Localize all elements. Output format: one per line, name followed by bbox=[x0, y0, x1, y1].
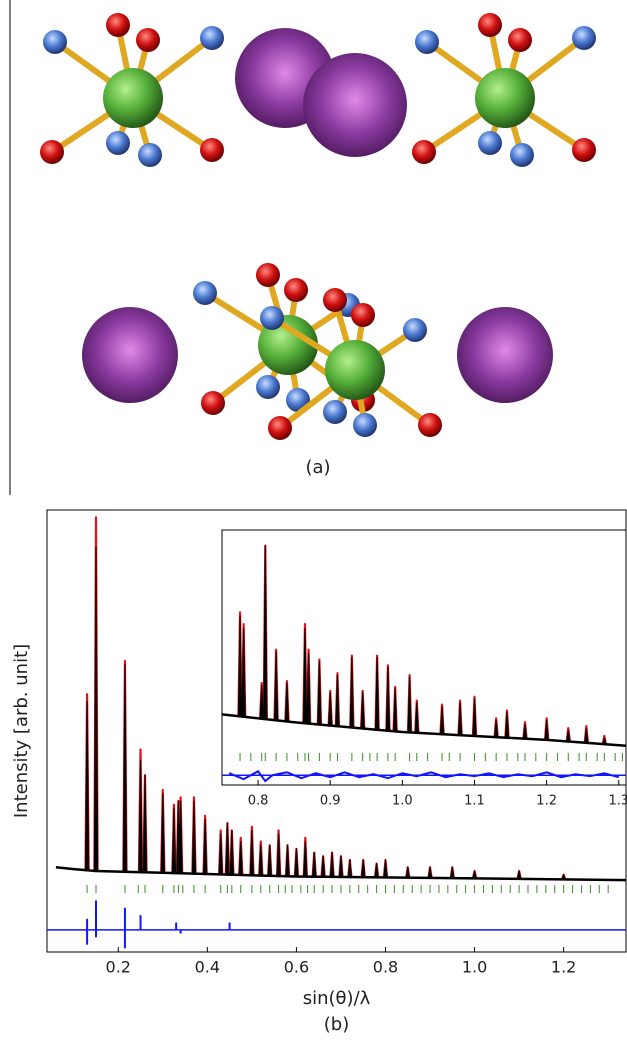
panel-caption: (a) bbox=[305, 457, 330, 478]
ligand-atom bbox=[478, 13, 502, 37]
figure: (a) 0.2 0.4 0.6 0.8 1.0 1.2 sin(θ)/λ (b) Intensi… bbox=[0, 0, 627, 1042]
ligand-atom bbox=[40, 140, 64, 164]
x-tick-label: 1.0 bbox=[462, 958, 487, 977]
crystal-structure bbox=[40, 13, 596, 440]
x-tick-label: 1.0 bbox=[392, 794, 413, 809]
x-tick-label: 1.2 bbox=[536, 794, 557, 809]
ligand-atom bbox=[412, 140, 436, 164]
cation-atom bbox=[82, 307, 178, 403]
ligand-atom bbox=[193, 281, 217, 305]
metal-atom bbox=[325, 340, 385, 400]
ligand-atom bbox=[200, 26, 224, 50]
cation-atom bbox=[457, 307, 553, 403]
plot-frame bbox=[222, 530, 626, 785]
x-tick-label: 1.3 bbox=[608, 794, 627, 809]
ligand-atom bbox=[510, 143, 534, 167]
ligand-atom bbox=[351, 303, 375, 327]
ligand-atom bbox=[508, 28, 532, 52]
ligand-atom bbox=[136, 28, 160, 52]
ligand-atom bbox=[256, 375, 280, 399]
ligand-atom bbox=[268, 416, 292, 440]
x-tick-label: 1.2 bbox=[551, 958, 576, 977]
cation-atom bbox=[303, 53, 407, 157]
ligand-atom bbox=[418, 413, 442, 437]
x-tick-label: 0.2 bbox=[106, 958, 131, 977]
ligand-atom bbox=[478, 131, 502, 155]
y-axis-label: Intensity [arb. unit] bbox=[11, 644, 32, 818]
x-tick-label: 0.6 bbox=[284, 958, 309, 977]
x-tick-label: 0.8 bbox=[373, 958, 398, 977]
page: {"panel_a": {"caption": "(a)"}, "chart_d… bbox=[0, 0, 627, 1042]
x-tick-label: 0.4 bbox=[195, 958, 220, 977]
ligand-atom bbox=[201, 391, 225, 415]
ligand-atom bbox=[353, 413, 377, 437]
ligand-atom bbox=[403, 318, 427, 342]
x-tick-label: 0.8 bbox=[248, 794, 269, 809]
ligand-atom bbox=[106, 13, 130, 37]
panel-caption: (b) bbox=[324, 1014, 349, 1035]
ligand-atom bbox=[256, 263, 280, 287]
ligand-atom bbox=[572, 138, 596, 162]
ligand-atom bbox=[106, 131, 130, 155]
metal-atom bbox=[103, 68, 163, 128]
ligand-atom bbox=[323, 400, 347, 424]
x-axis-label: sin(θ)/λ bbox=[303, 988, 371, 1009]
ligand-atom bbox=[415, 30, 439, 54]
x-tick-label: 0.9 bbox=[320, 794, 341, 809]
ligand-atom bbox=[284, 278, 308, 302]
metal-atom bbox=[475, 68, 535, 128]
ligand-atom bbox=[138, 143, 162, 167]
ligand-atom bbox=[323, 288, 347, 312]
ligand-atom bbox=[43, 30, 67, 54]
x-tick-label: 1.1 bbox=[464, 794, 485, 809]
ligand-atom bbox=[572, 26, 596, 50]
ligand-atom bbox=[260, 306, 284, 330]
ligand-atom bbox=[200, 138, 224, 162]
